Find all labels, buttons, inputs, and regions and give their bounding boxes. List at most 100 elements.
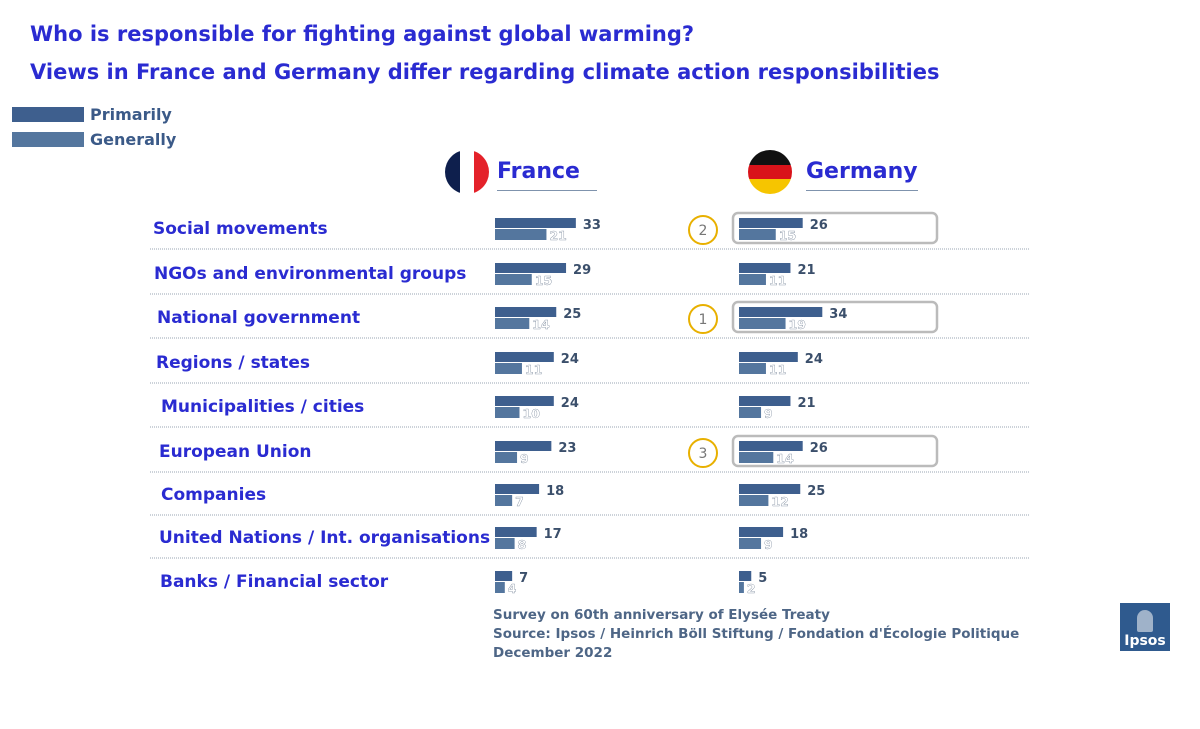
highlight-box	[731, 300, 939, 334]
chart-title: Who is responsible for fighting against …	[30, 22, 695, 46]
bar-generally	[495, 407, 520, 418]
category-label: United Nations / Int. organisations	[159, 528, 490, 548]
value-label-primarily: 24	[805, 352, 823, 367]
bar-generally	[739, 495, 769, 506]
value-label-primarily: 18	[790, 527, 808, 542]
value-label-generally: 4	[508, 581, 517, 596]
source-line-3: December 2022	[493, 645, 613, 661]
bar-generally	[495, 538, 515, 549]
bar-primarily	[739, 352, 798, 362]
value-label-generally: 9	[764, 406, 773, 421]
legend-swatch-generally	[12, 131, 84, 147]
value-label-generally: 9	[520, 451, 529, 466]
value-label-primarily: 25	[807, 484, 825, 499]
value-label-primarily: 26	[810, 441, 828, 456]
rank-callout-circle	[688, 215, 718, 245]
bar-primarily	[495, 352, 554, 362]
bar-generally	[739, 363, 766, 374]
value-label-primarily: 21	[797, 263, 815, 278]
bar-generally	[495, 229, 547, 240]
chart-subtitle: Views in France and Germany differ regar…	[30, 60, 940, 84]
rank-callout-circle	[688, 438, 718, 468]
bar-generally	[739, 318, 786, 329]
value-label-primarily: 26	[810, 218, 828, 233]
rank-callout-number: 1	[699, 312, 708, 328]
value-label-primarily: 21	[797, 396, 815, 411]
value-label-primarily: 25	[563, 307, 581, 322]
value-label-primarily: 5	[758, 571, 767, 586]
bar-generally	[739, 538, 762, 549]
value-label-primarily: 7	[519, 571, 528, 586]
germany-label: Germany	[806, 159, 918, 191]
value-label-generally: 7	[515, 494, 524, 509]
legend-swatch-primarily	[12, 106, 84, 122]
bar-primarily	[495, 484, 540, 494]
bar-primarily	[495, 218, 576, 228]
bar-generally	[739, 407, 762, 418]
france-header: France	[445, 148, 597, 196]
value-label-primarily: 24	[561, 352, 579, 367]
bar-generally	[495, 452, 518, 463]
value-label-generally: 14	[776, 451, 794, 466]
bar-generally	[495, 495, 513, 506]
value-label-generally: 21	[549, 228, 566, 243]
ipsos-logo: Ipsos	[1120, 603, 1170, 651]
value-label-generally: 2	[747, 581, 756, 596]
value-label-primarily: 23	[558, 441, 576, 456]
germany-flag-icon	[748, 150, 792, 194]
category-label: Companies	[161, 485, 266, 505]
highlight-box	[731, 434, 939, 468]
value-label-primarily: 17	[544, 527, 562, 542]
category-label: Banks / Financial sector	[160, 572, 389, 592]
legend-label-primarily: Primarily	[90, 104, 172, 124]
value-label-generally: 11	[769, 362, 786, 377]
bar-primarily	[739, 307, 823, 317]
bar-primarily	[739, 263, 791, 273]
value-label-generally: 9	[764, 537, 773, 552]
category-label: European Union	[159, 442, 312, 462]
value-label-primarily: 24	[561, 396, 579, 411]
category-label: Municipalities / cities	[161, 397, 364, 417]
value-label-generally: 11	[525, 362, 542, 377]
bar-primarily	[495, 396, 554, 406]
bar-primarily	[739, 396, 791, 406]
value-label-generally: 11	[769, 273, 786, 288]
bar-generally	[739, 452, 774, 463]
bar-primarily	[739, 571, 752, 581]
bar-primarily	[495, 263, 567, 273]
value-label-primarily: 29	[573, 263, 591, 278]
bar-primarily	[495, 441, 552, 451]
bar-primarily	[495, 307, 557, 317]
value-label-generally: 8	[518, 537, 527, 552]
category-label: Regions / states	[156, 353, 310, 373]
ipsos-logo-mark	[1137, 610, 1153, 632]
bar-generally	[495, 363, 522, 374]
value-label-generally: 10	[523, 406, 541, 421]
rank-callout-number: 3	[699, 446, 708, 462]
source-line-1: Survey on 60th anniversary of Elysée Tre…	[493, 607, 830, 623]
bar-primarily	[739, 527, 784, 537]
france-label: France	[497, 159, 597, 191]
bar-primarily	[739, 484, 801, 494]
bar-generally	[739, 274, 766, 285]
value-label-generally: 12	[771, 494, 788, 509]
value-label-primarily: 18	[546, 484, 564, 499]
legend-primarily: Primarily	[12, 104, 172, 124]
france-flag-icon	[445, 150, 489, 194]
bar-generally	[495, 582, 505, 593]
legend-generally: Generally	[12, 129, 176, 149]
bar-primarily	[739, 218, 803, 228]
bar-primarily	[495, 527, 537, 537]
category-label: National government	[157, 308, 360, 328]
source-note: Survey on 60th anniversary of Elysée Tre…	[493, 606, 1019, 663]
value-label-generally: 15	[779, 228, 796, 243]
source-line-2: Source: Ipsos / Heinrich Böll Stiftung /…	[493, 626, 1020, 642]
bar-generally	[739, 582, 744, 593]
legend-label-generally: Generally	[90, 129, 177, 149]
rank-callout-number: 2	[699, 223, 708, 239]
bar-primarily	[739, 441, 803, 451]
ipsos-logo-text: Ipsos	[1124, 633, 1166, 649]
highlight-box	[731, 211, 939, 245]
bar-primarily	[495, 571, 513, 581]
